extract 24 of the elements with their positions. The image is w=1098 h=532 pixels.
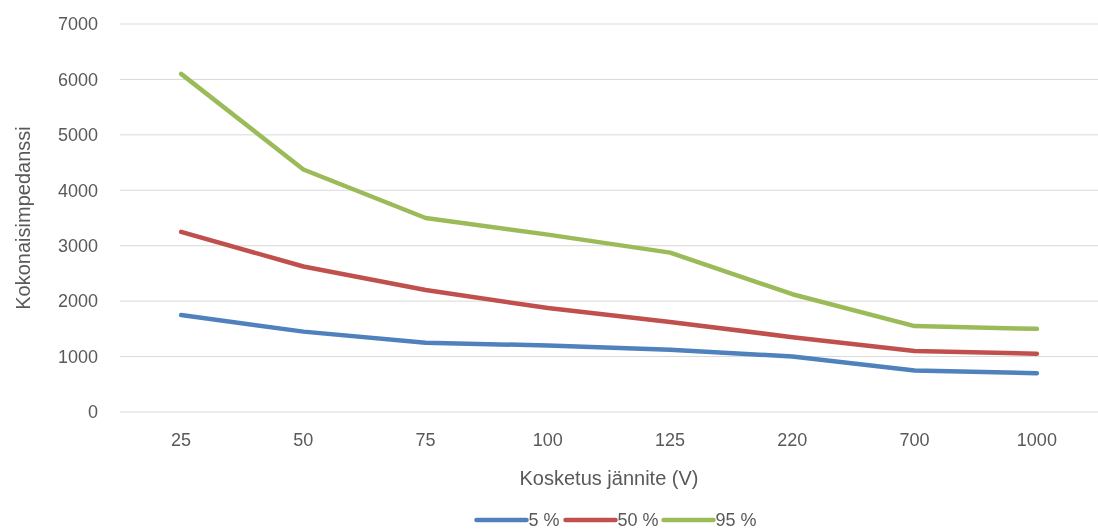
x-tick-label: 50	[293, 430, 314, 450]
x-tick-label: 700	[899, 430, 930, 450]
x-tick-label: 125	[655, 430, 686, 450]
line-series	[178, 229, 1040, 357]
y-axis-title: Kokonaisimpedanssi	[12, 126, 34, 310]
y-tick-label: 6000	[57, 69, 98, 90]
y-tick-label: 0	[87, 402, 98, 423]
x-tick-label: 1000	[1016, 430, 1057, 450]
x-tick-label: 75	[415, 430, 436, 450]
legend-label: 95 %	[715, 510, 757, 531]
legend-label: 5 %	[528, 510, 560, 531]
y-tick-label: 3000	[57, 236, 98, 257]
y-tick-label: 4000	[57, 180, 98, 201]
x-tick-label: 100	[532, 430, 563, 450]
x-tick-label: 220	[777, 430, 808, 450]
x-tick-label: 25	[171, 430, 192, 450]
y-tick-label: 5000	[57, 125, 98, 146]
x-axis-title: Kosketus jännite (V)	[519, 467, 699, 489]
legend-label: 50 %	[617, 510, 659, 531]
line-series	[178, 312, 1040, 376]
y-tick-label: 2000	[57, 291, 98, 312]
y-tick-label: 7000	[57, 14, 98, 35]
y-tick-label: 1000	[57, 346, 98, 367]
line-series	[178, 71, 1040, 332]
